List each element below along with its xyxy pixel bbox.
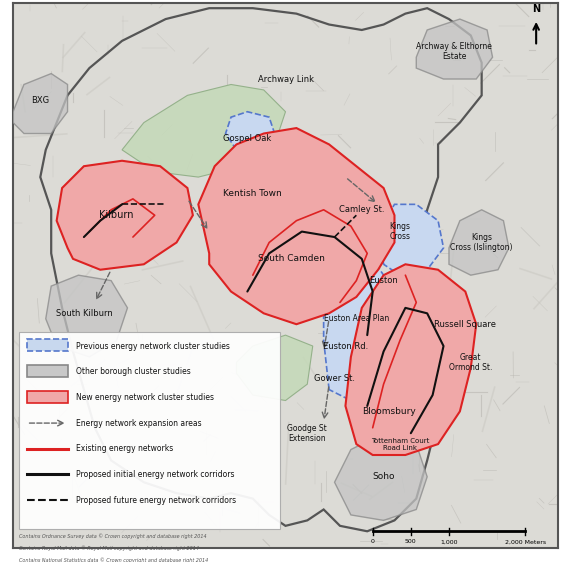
Polygon shape	[378, 205, 444, 275]
Text: Other borough cluster studies: Other borough cluster studies	[76, 367, 191, 376]
Text: Archway & Elthorne
Estate: Archway & Elthorne Estate	[416, 42, 492, 61]
Text: Goodge St
Extension: Goodge St Extension	[287, 424, 327, 443]
Text: South Kilburn: South Kilburn	[55, 309, 112, 318]
Text: Kings
Cross (Islington): Kings Cross (Islington)	[451, 233, 513, 252]
Text: Bloomsbury: Bloomsbury	[362, 407, 416, 416]
Polygon shape	[57, 161, 193, 270]
Text: Euston: Euston	[369, 276, 398, 285]
Text: Kings
Cross: Kings Cross	[389, 222, 411, 241]
Bar	[27, 365, 67, 377]
Text: Archway Link: Archway Link	[258, 75, 313, 84]
Text: 2,000 Meters: 2,000 Meters	[505, 540, 546, 545]
Text: 1,000: 1,000	[440, 540, 458, 545]
Text: Camley St.: Camley St.	[339, 205, 384, 214]
Polygon shape	[198, 128, 395, 324]
Text: Proposed future energy network corridors: Proposed future energy network corridors	[76, 496, 236, 505]
Text: Soho: Soho	[372, 472, 395, 481]
Text: Tottenham Court
Road Link: Tottenham Court Road Link	[371, 438, 429, 451]
Text: Gospel Oak: Gospel Oak	[223, 134, 271, 143]
Polygon shape	[324, 253, 384, 401]
Polygon shape	[416, 19, 493, 79]
Text: Kilburn: Kilburn	[99, 210, 134, 220]
Text: 0: 0	[371, 540, 375, 545]
Text: Euston Rd.: Euston Rd.	[323, 342, 368, 351]
Text: Contains Ordnance Survey data © Crown copyright and database right 2014: Contains Ordnance Survey data © Crown co…	[18, 533, 206, 538]
Polygon shape	[345, 264, 476, 455]
Polygon shape	[335, 433, 427, 520]
Text: Russell Square: Russell Square	[435, 320, 496, 329]
Text: Kentish Town: Kentish Town	[223, 189, 282, 198]
Text: South Camden: South Camden	[258, 255, 324, 264]
Text: BXG: BXG	[31, 96, 49, 105]
Polygon shape	[226, 112, 275, 155]
Text: Previous energy network cluster studies: Previous energy network cluster studies	[76, 342, 230, 351]
Text: 500: 500	[405, 540, 417, 545]
Polygon shape	[122, 84, 286, 177]
Polygon shape	[13, 74, 67, 134]
Polygon shape	[449, 210, 509, 275]
Text: Existing energy networks: Existing energy networks	[76, 445, 173, 454]
Polygon shape	[236, 335, 313, 401]
Polygon shape	[46, 275, 127, 357]
Text: Energy network expansion areas: Energy network expansion areas	[76, 419, 202, 428]
Text: Contains Royal Mail data © Royal Mail copyright and database right 2014: Contains Royal Mail data © Royal Mail co…	[18, 545, 199, 551]
Bar	[18, 332, 280, 528]
Polygon shape	[384, 297, 411, 319]
Text: Great
Ormond St.: Great Ormond St.	[449, 353, 492, 372]
Bar	[27, 391, 67, 403]
Text: New energy network cluster studies: New energy network cluster studies	[76, 393, 214, 402]
Bar	[27, 339, 67, 351]
Text: N: N	[532, 3, 540, 13]
Text: Contains National Statistics data © Crown copyright and database right 2014: Contains National Statistics data © Crow…	[18, 557, 208, 562]
Text: Gower St.: Gower St.	[314, 374, 355, 383]
Text: Euston Area Plan: Euston Area Plan	[324, 314, 389, 323]
Text: Proposed initial energy network corridors: Proposed initial energy network corridor…	[76, 470, 234, 479]
